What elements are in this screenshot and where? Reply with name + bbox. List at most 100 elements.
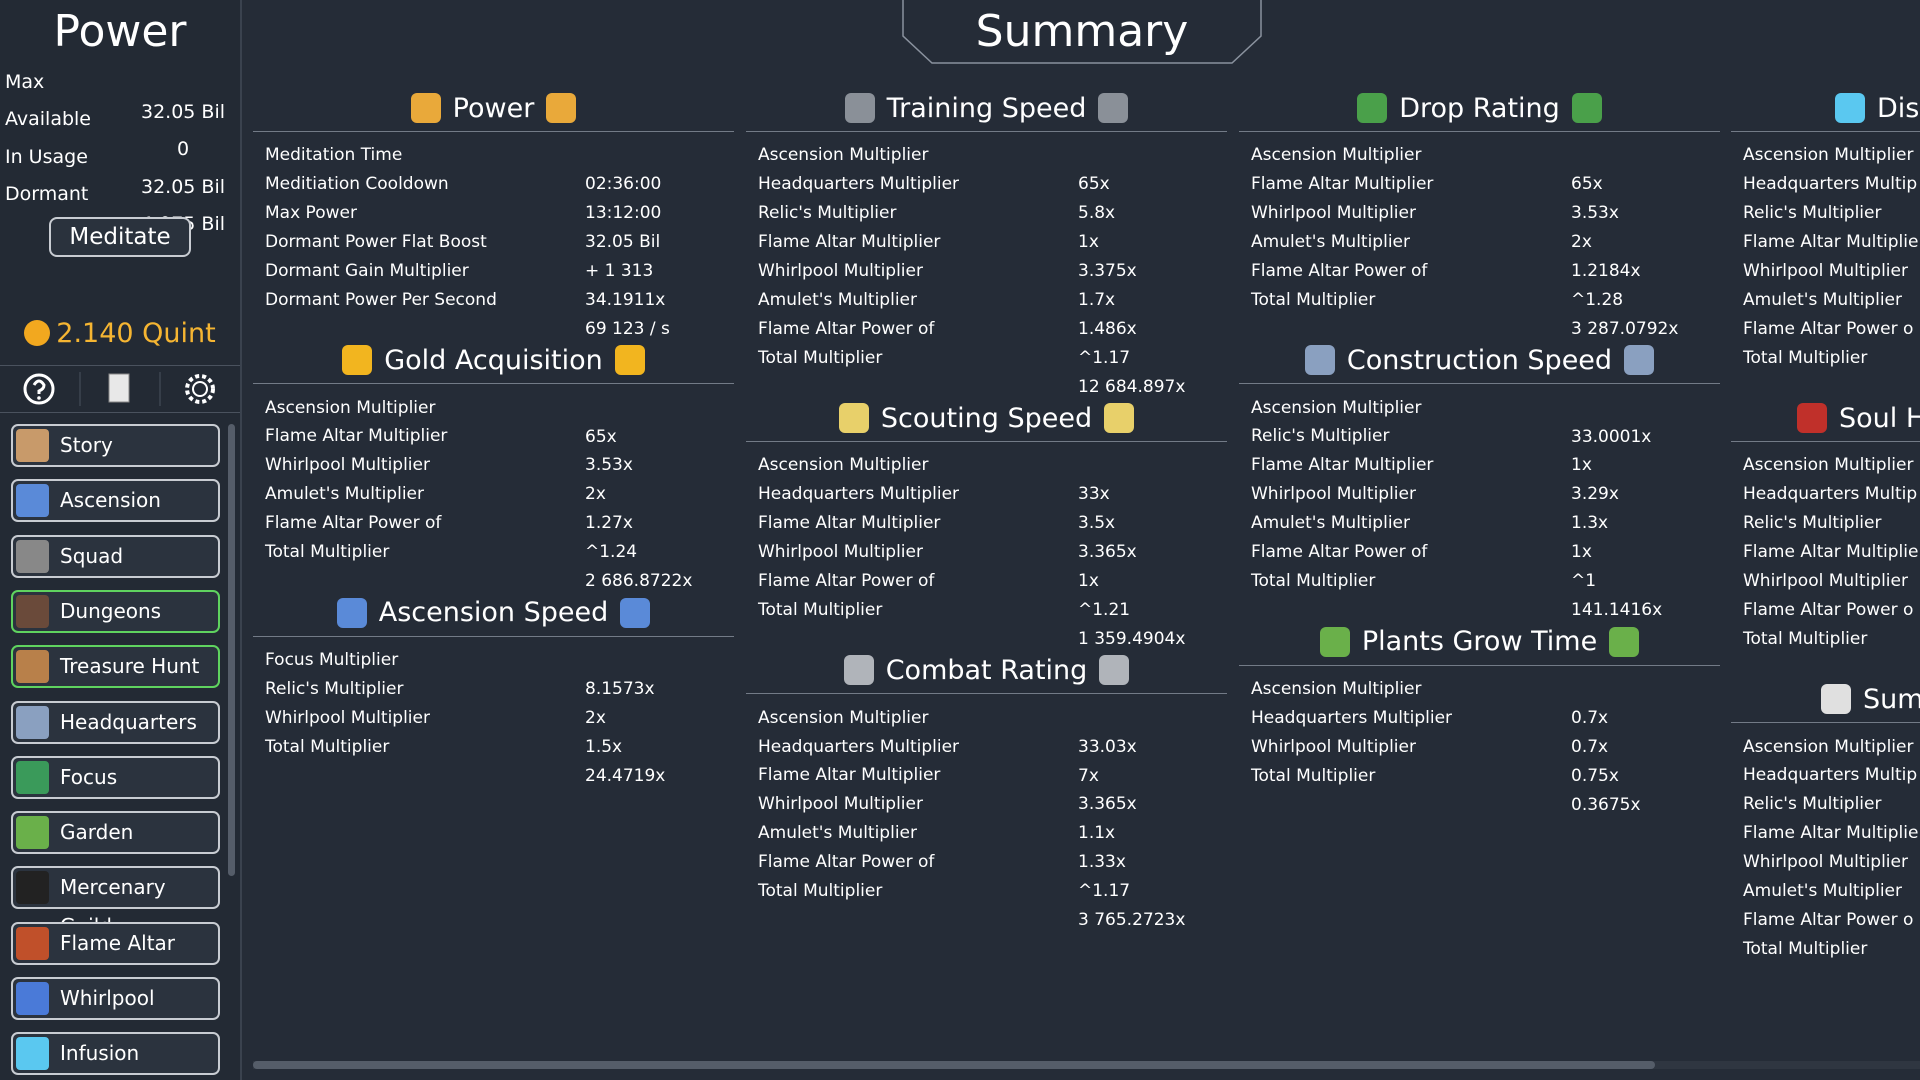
section-header: Ascension Speed xyxy=(253,591,734,635)
nav-icon xyxy=(16,760,49,794)
nav-button[interactable]: Dungeons xyxy=(11,589,220,633)
row-value: ^1 xyxy=(1571,571,1597,592)
nav-button[interactable]: Garden xyxy=(11,811,220,855)
nav-button[interactable]: Story xyxy=(11,424,220,467)
row-value: 1.5x xyxy=(585,736,623,757)
row-label: Meditiation Cooldown xyxy=(265,174,449,195)
row-value: 2x xyxy=(1571,232,1592,253)
row-value: 1.2184x xyxy=(1571,261,1641,281)
section-icon xyxy=(1797,403,1827,434)
row-label: Relic's Multiplier xyxy=(1743,513,1882,534)
stat-row: Headquarters Multiplier 5.8x xyxy=(758,170,1227,223)
nav-icon xyxy=(16,705,49,739)
nav-button[interactable]: Treasure Hunt xyxy=(11,645,220,689)
section-icon xyxy=(1609,626,1640,657)
row-label: Max Power xyxy=(265,203,357,224)
section-header: Training Speed xyxy=(746,86,1227,130)
section-title: Gold Acquisition xyxy=(384,344,603,376)
row-label: Dormant Gain Multiplier xyxy=(265,260,469,281)
stat-row: Amulet's Multiplier xyxy=(1743,286,1920,315)
nav-button[interactable]: Focus xyxy=(11,755,220,799)
scrollbar[interactable] xyxy=(228,424,235,876)
section-icon xyxy=(614,345,645,376)
stat-row: Flame Altar Multiplier 3.365x xyxy=(758,509,1227,562)
row-value: 33x xyxy=(1078,484,1110,505)
row-label: Flame Altar Power of xyxy=(758,318,935,339)
sidebar: Power Max 32.05 Bil Available 0 In Usage 32.0… xyxy=(0,0,242,1080)
stat-row: Dormant Power Flat Boost + 1 313 xyxy=(265,228,734,281)
nav-button[interactable]: Flame Altar xyxy=(11,921,220,965)
stat-row: Headquarters Multip xyxy=(1743,761,1920,790)
stat-row: Max 32.05 Bil xyxy=(5,67,235,123)
section-icon xyxy=(838,403,869,434)
stat-label: In Usage xyxy=(5,145,88,168)
row-label: Amulet's Multiplier xyxy=(265,484,424,505)
nav-button[interactable]: Squad xyxy=(11,534,220,578)
row-label: Flame Altar Multiplier xyxy=(758,513,941,534)
row-value: 34.1911x xyxy=(585,289,666,310)
row-label: Whirlpool Multiplier xyxy=(1251,736,1416,757)
row-label: Relic's Multiplier xyxy=(1251,426,1390,447)
settings-core xyxy=(192,381,208,397)
settings-icon[interactable] xyxy=(185,374,215,404)
section-underline xyxy=(1731,722,1920,724)
stat-value: 32.05 Bil xyxy=(140,101,226,123)
row-label: Relic's Multiplier xyxy=(265,678,404,699)
nav-icon xyxy=(16,539,49,573)
row-label: Headquarters Multip xyxy=(1743,174,1918,195)
section-icon xyxy=(1357,93,1388,123)
section-icon xyxy=(1319,626,1350,657)
notes-icon[interactable] xyxy=(108,373,130,403)
section-header: Soul H xyxy=(1731,396,1920,440)
nav-button[interactable]: Headquarters xyxy=(11,700,220,744)
scrollbar[interactable] xyxy=(253,1061,1655,1069)
row-value: 69 123 / s xyxy=(585,318,670,339)
row-value: 3.365x xyxy=(1078,794,1137,815)
row-value: 65x xyxy=(1571,174,1603,195)
row-value: 1 359.4904x xyxy=(1078,628,1186,649)
row-value: 3.365x xyxy=(1078,542,1137,563)
row-label: Flame Altar Multiplier xyxy=(1251,455,1434,476)
help-icon[interactable] xyxy=(23,373,55,405)
stat-row: Flame Altar Multiplier 3.375x xyxy=(758,228,1227,281)
row-label: Headquarters Multiplier xyxy=(1251,707,1453,728)
stat-row: Relic's Multiplier 2x xyxy=(265,675,734,728)
nav-button[interactable]: Ascension xyxy=(11,479,220,523)
meditate-button[interactable]: Meditate xyxy=(49,217,191,257)
row-label: Ascension Multiplier xyxy=(1251,145,1422,166)
stat-row: Flame Altar Power o xyxy=(1743,906,1920,935)
stat-row: Flame Altar Power of ^1.28 xyxy=(1251,257,1720,310)
section-underline xyxy=(1239,383,1720,385)
nav-icon xyxy=(16,594,49,628)
stat-row: Flame Altar Power of ^1.21 xyxy=(758,567,1227,620)
stat-row: Relic's Multiplier xyxy=(1743,509,1920,538)
row-label: Whirlpool Multiplier xyxy=(1743,852,1908,873)
stat-row: Available 0 xyxy=(5,104,235,160)
row-label: Ascension Multiplier xyxy=(1251,678,1422,699)
row-value: 1.486x xyxy=(1078,318,1137,339)
section-title: Training Speed xyxy=(886,92,1087,124)
stat-row: Flame Altar Power of ^1.17 xyxy=(758,848,1227,901)
title-tab xyxy=(902,0,1262,64)
row-label: Flame Altar Multiplie xyxy=(1743,232,1919,252)
stat-row: Amulet's Multiplier 1.486x xyxy=(758,286,1227,339)
row-label: Flame Altar Multiplie xyxy=(1743,542,1919,563)
row-value: 65x xyxy=(585,426,617,447)
nav-button[interactable]: Mercenary Guild xyxy=(11,866,220,938)
stat-row: Headquarters Multip xyxy=(1743,170,1920,199)
row-value: 1x xyxy=(1078,571,1099,592)
stat-row: Total Multiplier xyxy=(1743,625,1920,654)
nav-button[interactable]: Whirlpool xyxy=(11,977,220,1020)
toolbar-icons xyxy=(23,372,215,406)
stat-row: In Usage 32.05 Bil xyxy=(5,142,235,198)
section-title: Ascension Speed xyxy=(378,597,609,629)
row-label: Amulet's Multiplier xyxy=(1743,289,1902,310)
stat-row: Flame Altar Multiplier 3.53x xyxy=(265,422,734,475)
section-icon xyxy=(1835,93,1865,123)
row-value: 5.8x xyxy=(1078,203,1116,224)
summary-column: Dis Ascension Multiplier Headquarters Mult… xyxy=(1731,0,1920,1080)
row-value: 3 287.0792x xyxy=(1571,318,1679,339)
section-icon xyxy=(1099,655,1130,686)
stat-row: Total Multiplier 2 686.8722x xyxy=(265,538,734,591)
nav-button[interactable]: Infusion xyxy=(11,1032,220,1076)
